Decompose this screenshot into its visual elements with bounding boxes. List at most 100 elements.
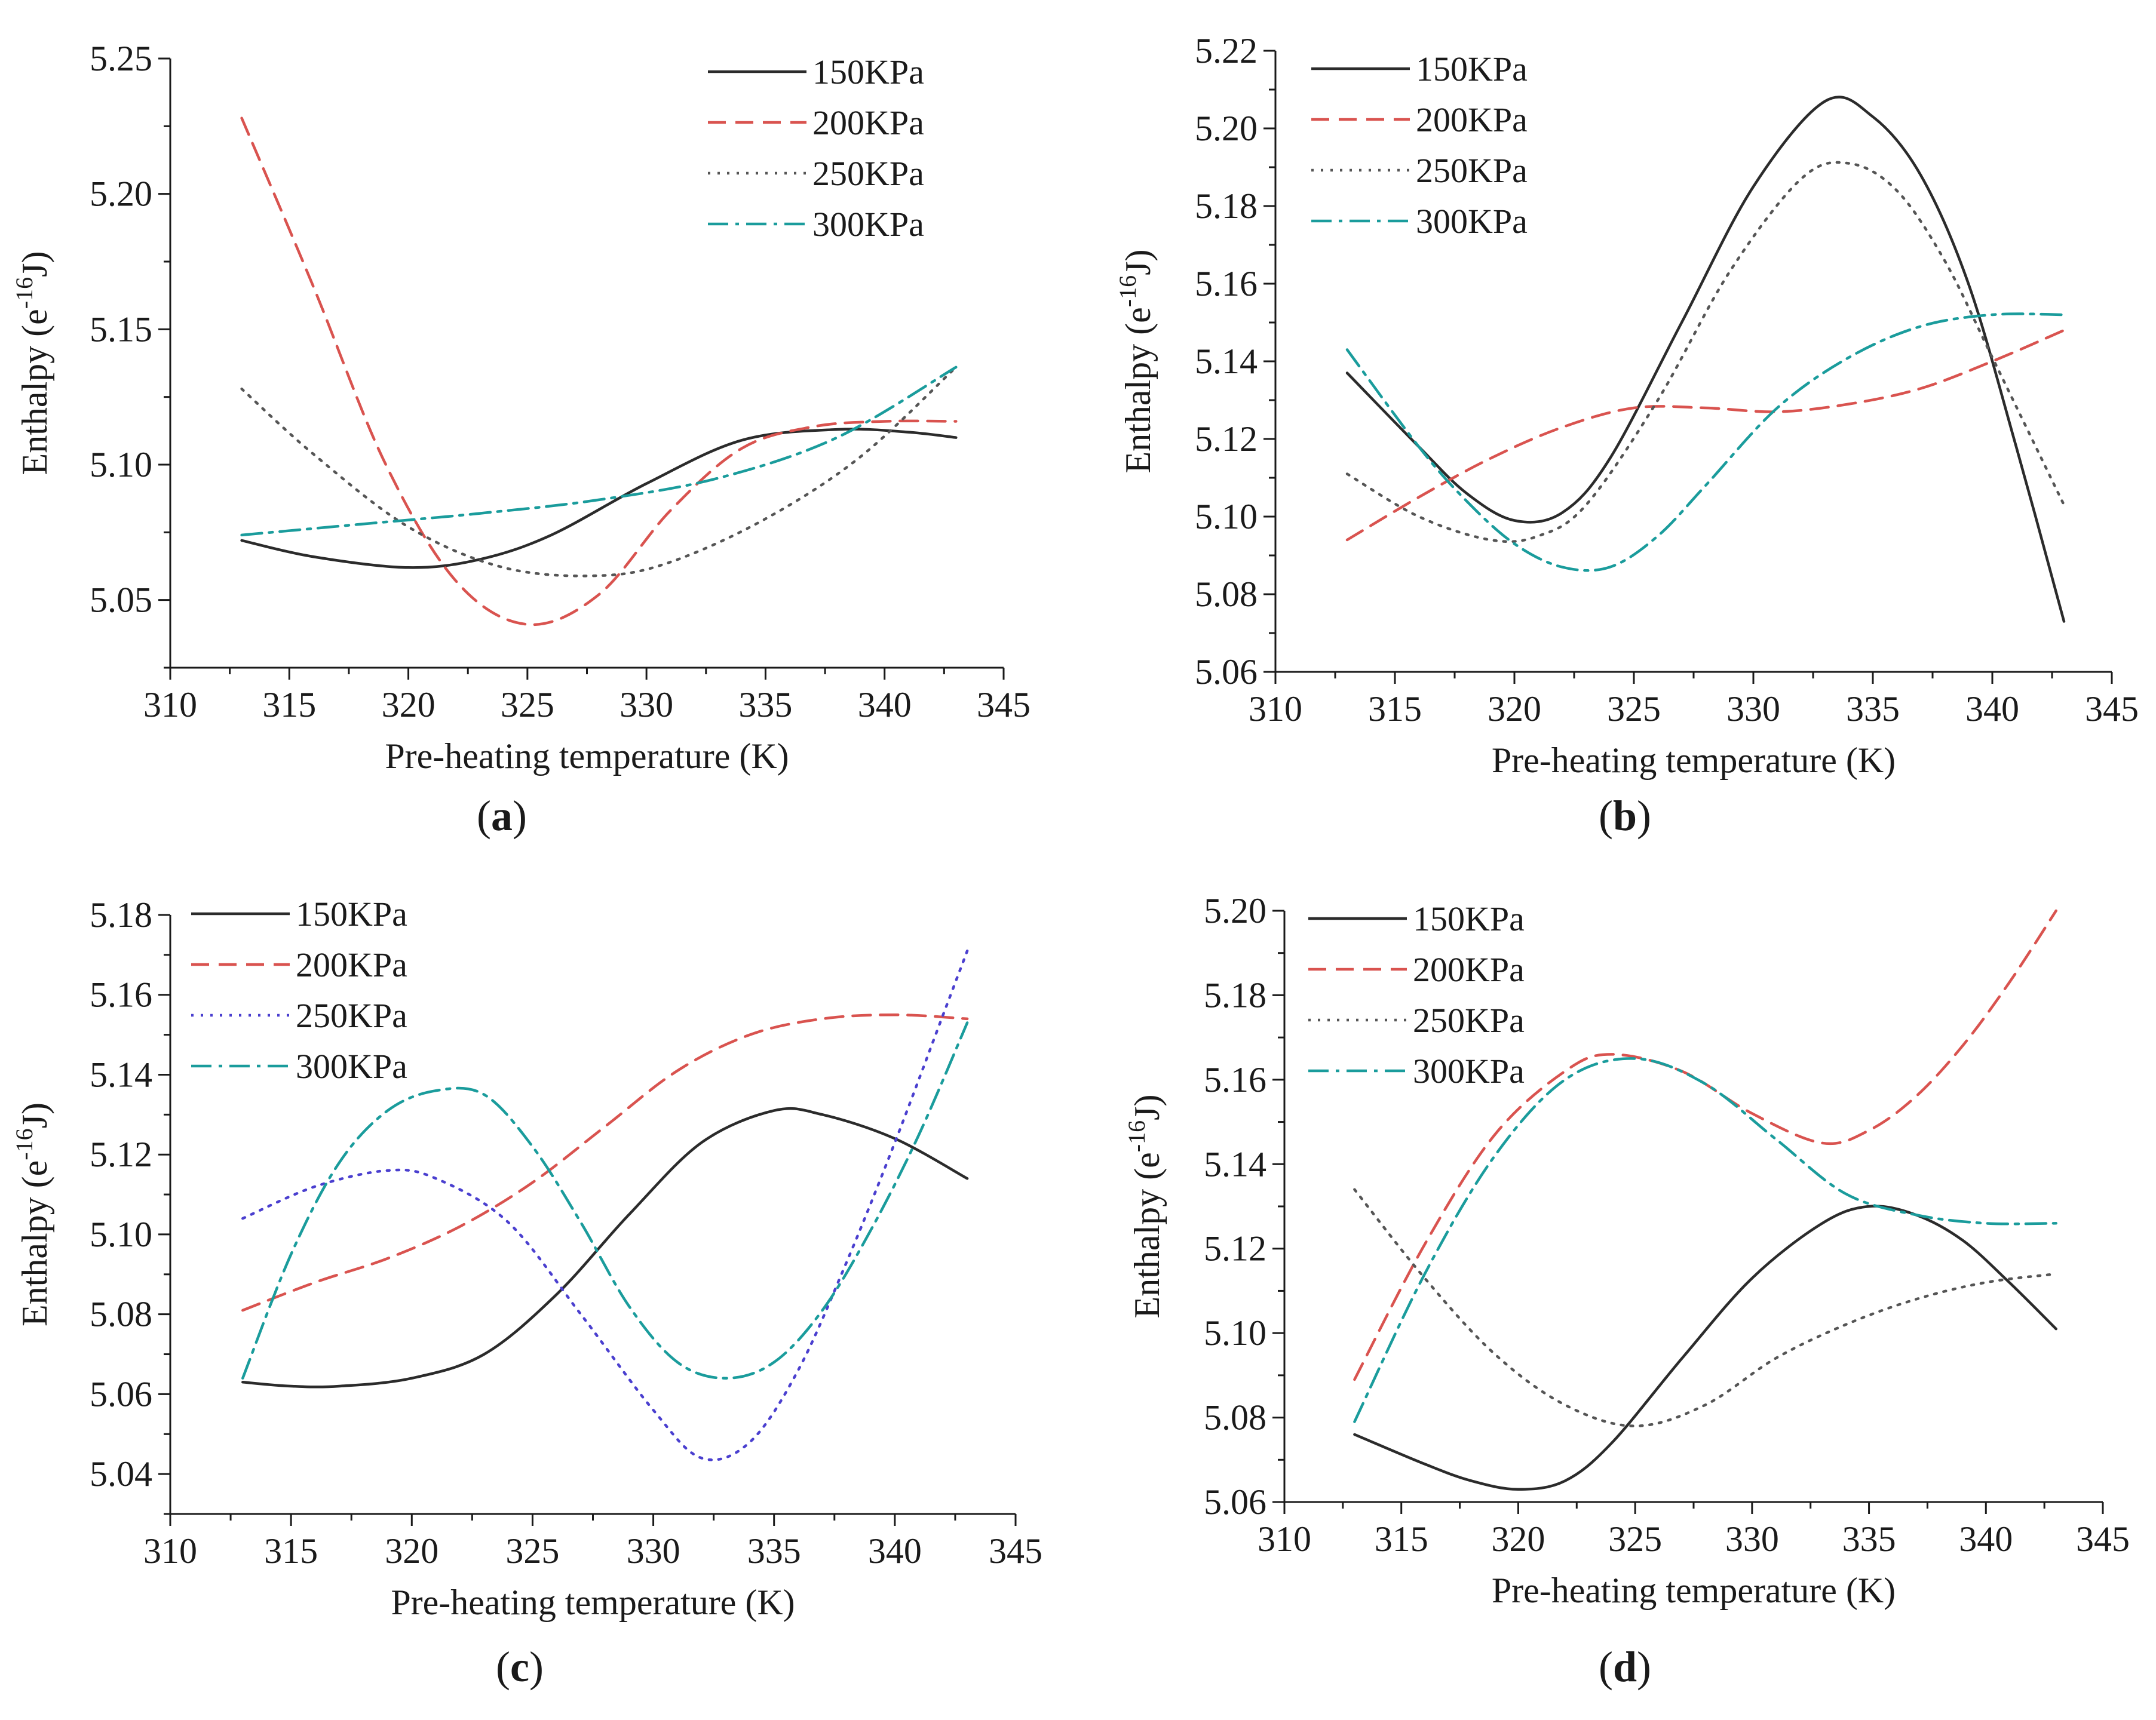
- y-tick-label: 5.12: [1204, 1229, 1266, 1268]
- x-tick-label: 335: [738, 685, 792, 724]
- y-tick-label: 5.10: [1204, 1313, 1266, 1353]
- x-tick-label: 335: [1842, 1519, 1896, 1559]
- y-tick-label: 5.05: [90, 580, 152, 620]
- x-tick-label: 330: [1726, 689, 1780, 729]
- panel-c: 310 315 320 325 330 335 340 345 5.04 5.06 5.08 5.10…: [11, 895, 1042, 1691]
- series-line-150KPa: [1345, 96, 2066, 623]
- y-axis-title-unit: J): [1127, 1095, 1167, 1120]
- series-line-300KPa: [241, 1021, 969, 1380]
- legend-label-200KPa: 200KPa: [296, 945, 407, 984]
- y-tick-label: 5.10: [90, 1215, 152, 1254]
- legend-label-150KPa: 150KPa: [1416, 50, 1528, 88]
- y-tick-label: 5.14: [90, 1055, 152, 1094]
- series-line-200KPa: [241, 1013, 969, 1312]
- y-tick-label: 5.20: [1204, 891, 1266, 930]
- x-tick-label: 330: [627, 1531, 680, 1571]
- y-tick-label: 5.15: [90, 309, 152, 349]
- y-tick-label: 5.12: [90, 1135, 152, 1174]
- y-tick-label: 5.08: [90, 1295, 152, 1334]
- legend-label-250KPa: 250KPa: [1416, 151, 1528, 190]
- legend-label-250KPa: 250KPa: [296, 996, 407, 1035]
- y-tick-label: 5.22: [1195, 31, 1258, 70]
- x-axis-title: Pre-heating temperature (K): [391, 1583, 795, 1622]
- x-axis-title: Pre-heating temperature (K): [385, 736, 789, 776]
- series-line-300KPa: [1345, 312, 2066, 572]
- x-tick-label: 310: [1258, 1519, 1311, 1559]
- panel-label: (d): [1599, 1643, 1651, 1691]
- x-tick-label: 340: [868, 1531, 922, 1571]
- panel-b: 310 315 320 325 330 335 340 345 5.06 5.08 5.10 5.12…: [1114, 31, 2139, 840]
- x-tick-label: 325: [1607, 689, 1661, 729]
- legend-label-200KPa: 200KPa: [1416, 100, 1528, 139]
- x-tick-label: 345: [2085, 689, 2139, 729]
- legend-label-150KPa: 150KPa: [296, 895, 407, 933]
- y-tick-label: 5.08: [1195, 575, 1258, 614]
- y-axis-title-exponent: -16: [11, 277, 38, 309]
- series-line-300KPa: [240, 366, 958, 537]
- y-tick-label: 5.18: [1204, 975, 1266, 1015]
- y-axis-title-main: Enthalpy (e: [15, 1160, 54, 1326]
- x-tick-label: 335: [1846, 689, 1900, 729]
- y-axis-title-exponent: -16: [1114, 275, 1141, 307]
- legend-label-300KPa: 300KPa: [1413, 1052, 1525, 1091]
- legend-label-250KPa: 250KPa: [1413, 1001, 1525, 1040]
- y-tick-label: 5.14: [1204, 1144, 1266, 1184]
- x-tick-label: 345: [977, 685, 1031, 724]
- x-tick-label: 320: [385, 1531, 438, 1571]
- x-tick-label: 315: [1375, 1519, 1428, 1559]
- x-tick-label: 330: [1725, 1519, 1779, 1559]
- x-tick-label: 340: [858, 685, 912, 724]
- x-tick-label: 310: [143, 1531, 197, 1571]
- x-axis-title: Pre-heating temperature (K): [1492, 741, 1896, 780]
- panel-d: 310 315 320 325 330 335 340 345 5.06 5.08 5.10 5.12…: [1123, 891, 2130, 1691]
- x-tick-label: 325: [1608, 1519, 1662, 1559]
- y-tick-label: 5.25: [90, 39, 152, 78]
- legend-label-300KPa: 300KPa: [296, 1047, 407, 1086]
- y-tick-label: 5.14: [1195, 342, 1258, 381]
- legend-label-250KPa: 250KPa: [812, 154, 924, 193]
- x-tick-label: 310: [1249, 689, 1302, 729]
- y-tick-label: 5.12: [1195, 419, 1258, 459]
- y-tick-label: 5.06: [1195, 652, 1258, 692]
- y-axis-title: Enthalpy (e-16J): [11, 1102, 54, 1326]
- y-tick-label: 5.20: [1195, 109, 1258, 148]
- x-tick-label: 340: [1959, 1519, 2013, 1559]
- panel-label: (a): [477, 792, 527, 840]
- series-line-250KPa: [1345, 161, 2066, 543]
- x-tick-label: 335: [747, 1531, 801, 1571]
- x-tick-label: 315: [262, 685, 316, 724]
- series-line-300KPa: [1353, 1057, 2057, 1423]
- legend-label-200KPa: 200KPa: [1413, 950, 1525, 989]
- x-tick-label: 345: [989, 1531, 1042, 1571]
- panel-label: (c): [496, 1643, 544, 1691]
- x-tick-label: 310: [143, 685, 197, 724]
- y-tick-label: 5.16: [1195, 264, 1258, 303]
- y-tick-label: 5.08: [1204, 1398, 1266, 1438]
- y-tick-label: 5.04: [90, 1454, 152, 1494]
- series-line-150KPa: [241, 1107, 969, 1389]
- y-axis-title: Enthalpy (e-16J): [1123, 1095, 1167, 1319]
- y-axis-title-main: Enthalpy (e: [15, 309, 54, 475]
- x-tick-label: 320: [1488, 689, 1541, 729]
- x-tick-label: 340: [1965, 689, 2019, 729]
- y-tick-label: 5.06: [1204, 1482, 1266, 1522]
- x-axis-title: Pre-heating temperature (K): [1492, 1571, 1896, 1610]
- x-tick-label: 325: [501, 685, 554, 724]
- series-line-150KPa: [1353, 1205, 2057, 1491]
- series-line-150KPa: [240, 428, 958, 569]
- x-tick-label: 325: [505, 1531, 559, 1571]
- y-axis-title-unit: J): [15, 251, 54, 277]
- y-axis-title: Enthalpy (e-16J): [11, 251, 54, 475]
- legend-label-200KPa: 200KPa: [812, 103, 924, 142]
- x-tick-label: 330: [619, 685, 673, 724]
- y-axis-title-unit: J): [1118, 250, 1158, 275]
- legend-label-150KPa: 150KPa: [812, 53, 924, 91]
- x-tick-label: 315: [1368, 689, 1422, 729]
- y-tick-label: 5.16: [90, 975, 152, 1015]
- y-axis-title-unit: J): [15, 1102, 54, 1128]
- series-line-200KPa: [1345, 328, 2066, 542]
- x-tick-label: 345: [2076, 1519, 2130, 1559]
- legend-label-300KPa: 300KPa: [1416, 202, 1528, 241]
- x-tick-label: 315: [264, 1531, 318, 1571]
- legend-label-300KPa: 300KPa: [812, 205, 924, 244]
